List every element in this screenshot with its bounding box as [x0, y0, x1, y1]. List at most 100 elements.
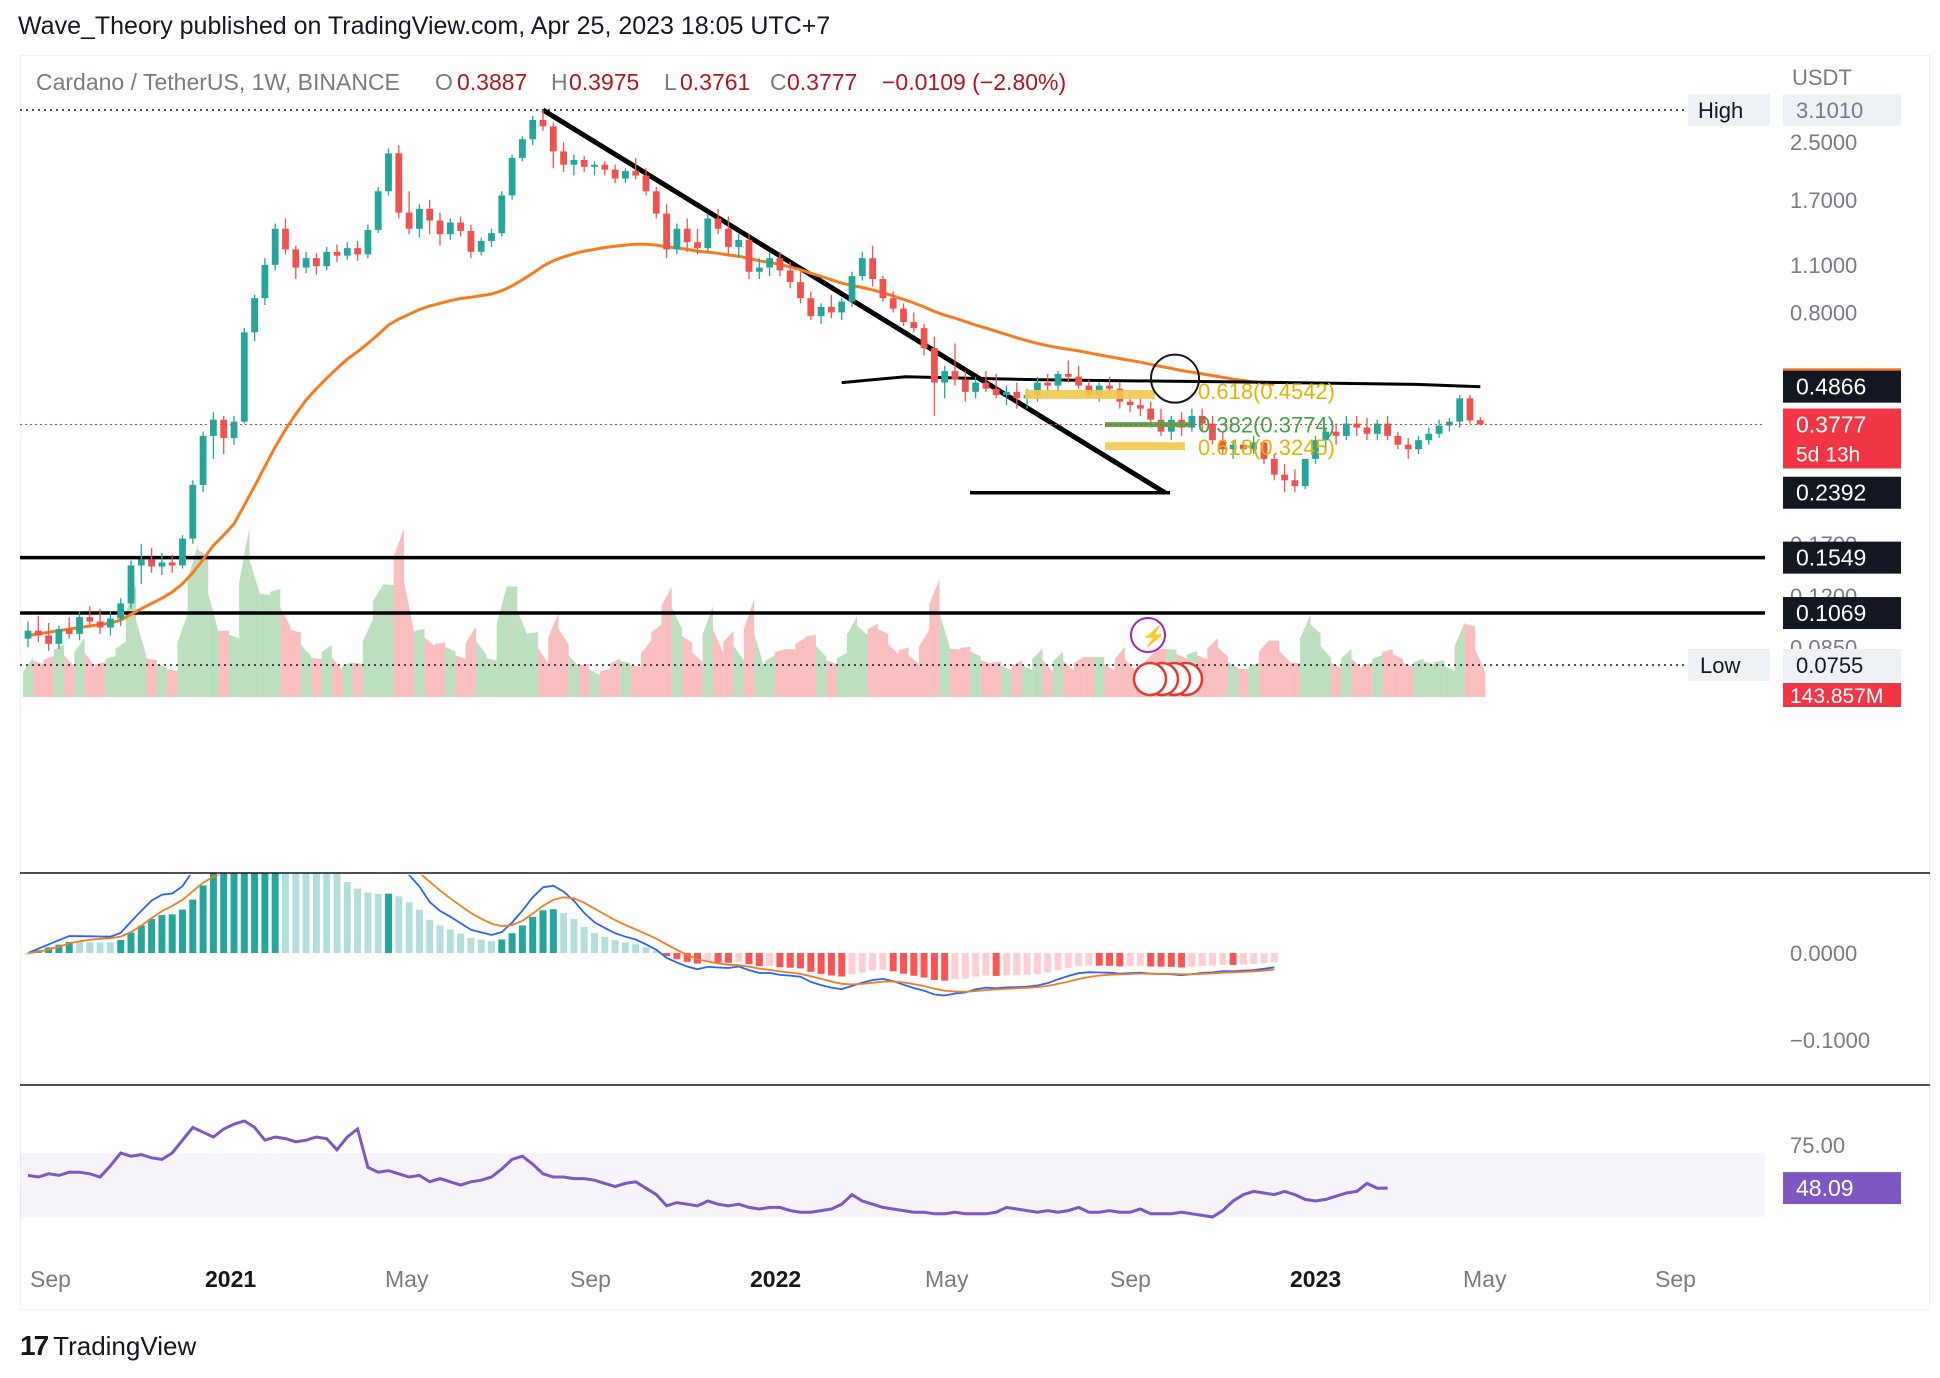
fib-label: 0.618(0.4542) — [1198, 379, 1335, 404]
candle-body — [755, 267, 763, 272]
candle-body — [838, 301, 846, 313]
candle-body — [889, 298, 897, 309]
volume-area — [815, 645, 827, 697]
volume-area — [640, 640, 652, 697]
candle — [1198, 408, 1206, 432]
volume-area — [671, 607, 683, 697]
candle-body — [776, 258, 784, 271]
volume-area — [1248, 663, 1259, 697]
macd-histogram-bar — [508, 933, 516, 953]
candle — [127, 560, 135, 609]
price-label-badge — [1783, 597, 1901, 630]
macd-histogram-bar — [343, 881, 351, 953]
candle — [1466, 395, 1474, 424]
time-axis-tick: Sep — [1110, 1266, 1151, 1292]
volume-area — [826, 660, 837, 697]
price-label-text: 0.2392 — [1796, 480, 1866, 506]
volume-area — [537, 647, 549, 697]
candle — [374, 187, 382, 234]
volume-area — [1124, 658, 1136, 697]
macd-histogram-bar — [560, 913, 568, 953]
candle — [1240, 440, 1247, 455]
candle — [1384, 415, 1391, 441]
volume-area — [177, 613, 188, 697]
candle-body — [148, 559, 155, 567]
macd-histogram-bar — [941, 953, 949, 981]
macd-histogram-bar — [364, 892, 372, 953]
price-label-text: 0.1549 — [1796, 545, 1866, 571]
candle-body — [1198, 415, 1206, 424]
candle — [1260, 440, 1268, 464]
candle-body — [1394, 435, 1402, 445]
macd-histogram-bar — [498, 939, 506, 953]
candle-body — [107, 618, 114, 628]
candle — [539, 110, 547, 131]
candle-body — [1446, 421, 1453, 426]
candle — [1435, 419, 1443, 439]
candle-body — [807, 298, 815, 317]
volume-area — [785, 649, 796, 697]
candle-body — [323, 251, 331, 267]
volume-area — [1454, 622, 1465, 697]
macd-histogram-bar — [137, 925, 145, 953]
volume-area — [1217, 647, 1228, 697]
tradingview-brand: TradingView — [53, 1330, 197, 1361]
candle-body — [313, 258, 320, 267]
volume-area — [1083, 657, 1095, 697]
candle — [1281, 463, 1288, 493]
volume-area — [1032, 648, 1043, 697]
chart-frame[interactable]: 0.618(0.4542) 0.382(0.3774) 0.618(0.3245) … — [19, 54, 1931, 1311]
candle — [436, 212, 444, 246]
lightning-icon — [1130, 617, 1166, 653]
rsi-layer — [20, 1119, 1765, 1219]
candle — [1425, 427, 1433, 445]
macd-histogram-bar — [271, 873, 279, 953]
macd-histogram-bar — [1003, 953, 1010, 976]
volume-area — [980, 660, 992, 697]
volume-area — [743, 598, 755, 697]
macd-histogram-bar — [1229, 953, 1237, 965]
candle — [1075, 365, 1082, 389]
candle — [642, 168, 650, 196]
candle-body — [704, 218, 712, 249]
candle-body — [395, 153, 403, 213]
candle-body — [1270, 458, 1278, 475]
candle-body — [632, 171, 640, 176]
candle-body — [735, 239, 743, 247]
fib-label: 0.618(0.3245) — [1198, 435, 1335, 460]
candle-body — [1343, 423, 1350, 436]
macd-histogram-bar — [240, 873, 248, 953]
candle-body — [220, 419, 228, 439]
volume-label-text: 143.857M — [1790, 685, 1883, 708]
volume-area — [331, 657, 343, 697]
volume-area — [321, 644, 332, 697]
volume-area — [949, 648, 961, 697]
rsi-value-text: 48.09 — [1796, 1175, 1854, 1201]
macd-histogram-bar — [323, 873, 331, 953]
macd-histogram-bar — [807, 953, 815, 972]
candle — [858, 251, 866, 281]
candle-body — [683, 228, 691, 243]
candle-body — [1106, 385, 1113, 389]
tradingview-chart[interactable]: 0.618(0.4542)0.382(0.3774)0.618(0.3245) … — [19, 54, 1931, 1311]
candle — [446, 218, 454, 240]
volume-area — [352, 662, 363, 697]
tradingview-logo[interactable]: 17 TradingView — [20, 1330, 196, 1362]
candle-body — [1476, 420, 1484, 425]
time-axis-tick: 2023 — [1290, 1266, 1341, 1292]
volume-area — [1238, 668, 1249, 697]
candle — [1446, 417, 1453, 432]
volume-area — [517, 610, 528, 697]
candle-body — [1064, 373, 1072, 377]
candle-body — [364, 229, 372, 255]
macd-histogram-bar — [189, 899, 197, 953]
candle — [663, 204, 670, 259]
macd-histogram-bar — [1270, 953, 1278, 963]
macd-histogram-bar — [632, 944, 640, 953]
candle-body — [1373, 423, 1381, 434]
volume-area — [1444, 665, 1455, 697]
volume-area — [1413, 658, 1424, 697]
macd-line — [27, 875, 1275, 997]
candle-body — [673, 228, 681, 250]
macd-histogram-bar — [374, 894, 382, 953]
